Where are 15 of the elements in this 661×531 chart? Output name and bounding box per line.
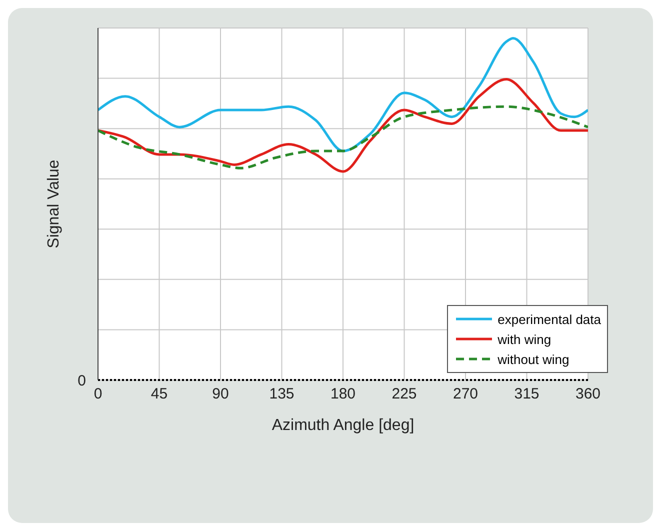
x-axis-title: Azimuth Angle [deg]: [272, 417, 414, 434]
x-tick-label: 0: [94, 386, 102, 403]
x-tick-label: 135: [269, 386, 294, 403]
legend-label: without wing: [498, 352, 570, 366]
x-tick-label: 45: [150, 386, 168, 403]
text: 0: [78, 372, 86, 390]
legend-label: with wing: [498, 332, 552, 346]
y-axis-title: Signal Value: [46, 160, 63, 248]
x-tick-label: 360: [575, 386, 601, 403]
x-tick-label: 225: [392, 386, 417, 403]
legend-label: experimental data: [498, 312, 601, 326]
x-tick-label: 315: [514, 386, 540, 403]
x-tick-label: 270: [452, 386, 478, 403]
x-tick-label: 90: [212, 386, 229, 403]
x-tick-label: 180: [330, 386, 356, 403]
